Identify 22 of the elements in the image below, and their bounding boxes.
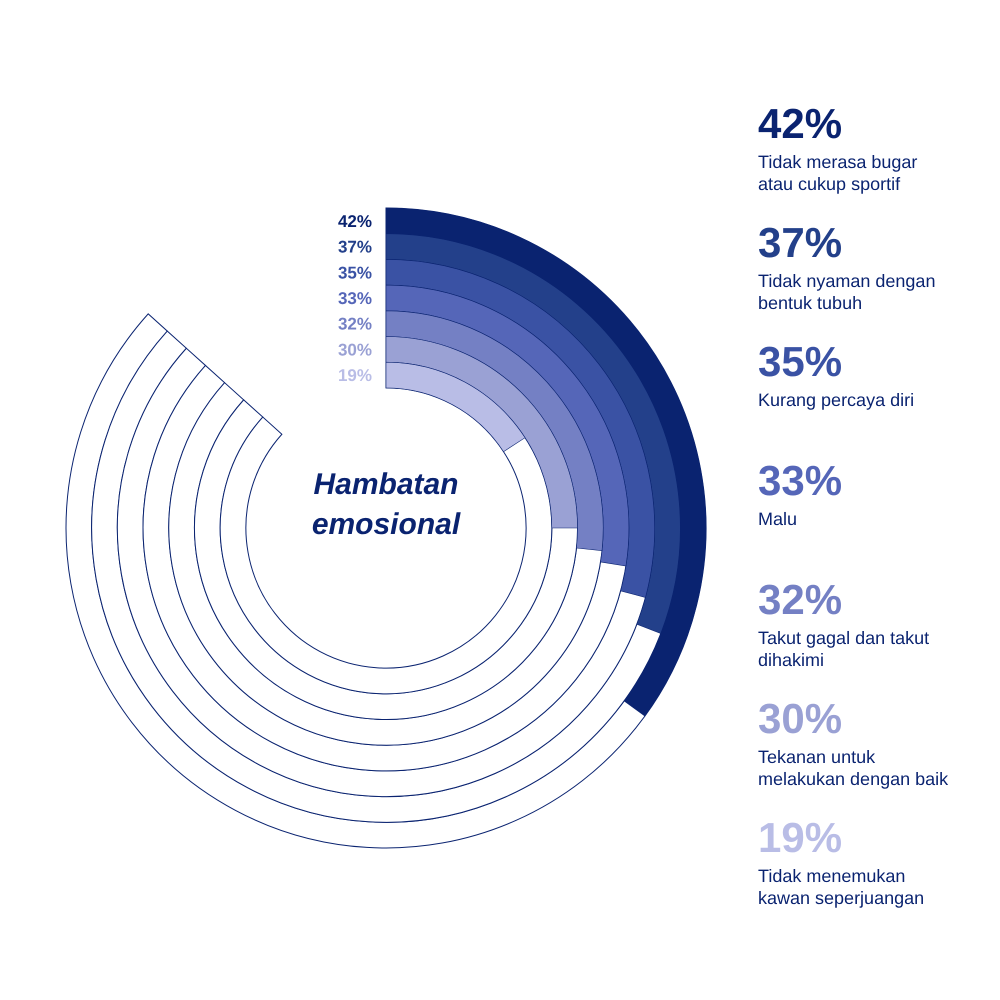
category-label: Tidak merasa bugar atau cukup sportif bbox=[758, 152, 918, 194]
data-label: 37% bbox=[758, 219, 842, 266]
text: 32% bbox=[338, 314, 372, 334]
category-label: Kurang percaya diri bbox=[758, 390, 914, 410]
category-label: Tidak nyaman dengan bentuk tubuh bbox=[758, 271, 936, 313]
category-label: Malu bbox=[758, 509, 798, 529]
data-label: 35% bbox=[758, 338, 842, 385]
data-label: 42% bbox=[758, 100, 842, 147]
text: Hambatan emosional bbox=[312, 468, 461, 541]
text: 35% bbox=[338, 263, 372, 282]
data-label: 33% bbox=[758, 457, 842, 504]
category-label: Tekanan untuk melakukan dengan baik bbox=[758, 747, 950, 789]
category-label: Takut gagal dan takut dihakimi bbox=[758, 628, 930, 670]
data-label: 19% bbox=[758, 814, 842, 861]
data-label: 30% bbox=[758, 695, 842, 742]
text: 37% bbox=[338, 238, 372, 257]
text: 19% bbox=[338, 366, 372, 386]
data-label: 32% bbox=[758, 576, 842, 623]
text: 33% bbox=[338, 288, 372, 308]
text: 30% bbox=[338, 340, 372, 360]
category-label: Tidak menemukan kawan seperjuangan bbox=[758, 866, 924, 908]
text: 42% bbox=[338, 212, 372, 231]
